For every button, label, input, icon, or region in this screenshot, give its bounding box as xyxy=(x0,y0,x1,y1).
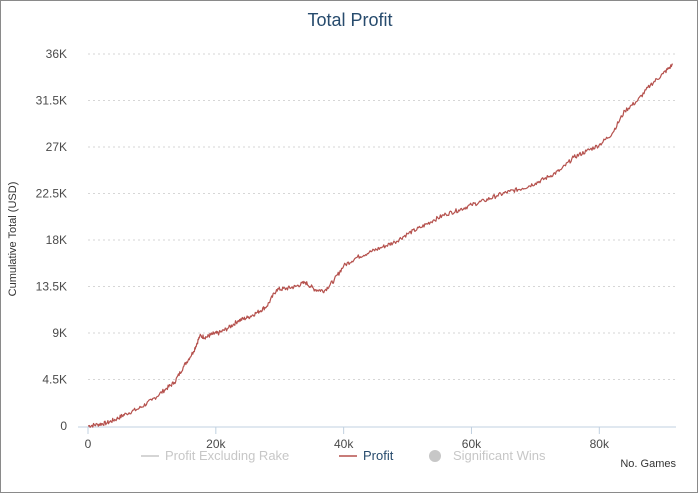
x-axis-title: No. Games xyxy=(620,458,676,470)
grid-lines xyxy=(88,53,676,380)
y-tick-label: 0 xyxy=(60,419,67,433)
y-tick-label: 18K xyxy=(46,233,67,247)
legend-label: Profit Excluding Rake xyxy=(165,448,289,463)
y-axis-title: Cumulative Total (USD) xyxy=(7,182,19,297)
series-line-profit xyxy=(87,63,673,428)
y-axis-ticks: 0 4.5K 9K 13.5K 18K 22.5K 27K 31.5K 36K xyxy=(36,47,68,433)
y-tick-label: 9K xyxy=(52,326,67,340)
series-layer xyxy=(87,63,673,428)
x-tick-label: 40k xyxy=(334,437,354,451)
x-axis-ticks: 0 20k 40k 60k 80k xyxy=(85,427,610,451)
x-tick-label: 60k xyxy=(462,437,482,451)
legend-item-significant-wins[interactable]: Significant Wins xyxy=(429,448,546,463)
legend-circle-symbol xyxy=(429,450,441,462)
x-tick-label: 0 xyxy=(85,437,92,451)
y-tick-label: 27K xyxy=(46,140,67,154)
x-tick-label: 80k xyxy=(590,437,610,451)
legend-item-profit-excluding-rake[interactable]: Profit Excluding Rake xyxy=(141,448,289,463)
chart-title: Total Profit xyxy=(307,10,392,30)
y-tick-label: 4.5K xyxy=(42,373,67,387)
legend-label: Profit xyxy=(363,448,394,463)
legend-item-profit[interactable]: Profit xyxy=(339,448,394,463)
y-tick-label: 22.5K xyxy=(36,187,67,201)
y-tick-label: 13.5K xyxy=(36,280,67,294)
y-tick-label: 36K xyxy=(46,47,67,61)
y-tick-label: 31.5K xyxy=(36,94,67,108)
legend-label: Significant Wins xyxy=(453,448,546,463)
x-tick-label: 20k xyxy=(206,437,226,451)
legend: Profit Excluding Rake Profit Significant W… xyxy=(141,448,546,463)
